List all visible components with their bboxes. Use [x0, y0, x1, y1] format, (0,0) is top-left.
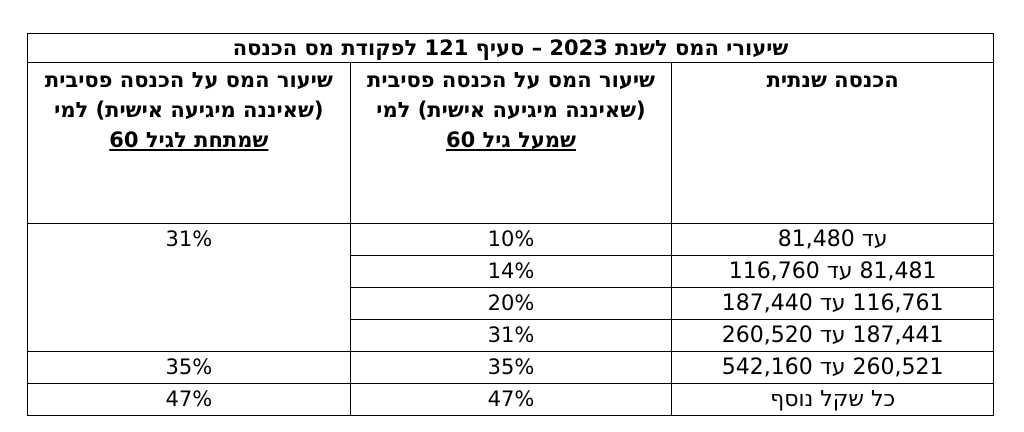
table-row: כל שקל נוסף 47% 47% [27, 383, 994, 416]
rate-under-60: 31% [27, 223, 351, 352]
rate-under-60: 35% [27, 351, 351, 384]
income-bracket: כל שקל נוסף [671, 383, 994, 416]
income-bracket: 187,441 עד 260,520 [671, 319, 994, 352]
header-annual-income: הכנסה שנתית [671, 62, 994, 224]
table-title: שיעורי המס לשנת 2023 – סעיף 121 לפקודת מ… [27, 33, 994, 63]
table-row: 81,481 עד 116,760 14% [28, 255, 994, 288]
rate-over-60: 31% [349, 319, 673, 352]
header-over-60-text: שיעור המס על הכנסה פסיבית (שאיננה מיגיעה… [367, 68, 655, 122]
income-bracket: 81,481 עד 116,760 [671, 255, 994, 288]
header-under-60-text: שיעור המס על הכנסה פסיבית (שאיננה מיגיעה… [44, 68, 333, 122]
rate-under-60: 47% [27, 383, 351, 416]
header-under-60-underlined: שמתחת לגיל 60 [109, 128, 269, 152]
header-rate-under-60: שיעור המס על הכנסה פסיבית (שאיננה מיגיעה… [27, 62, 351, 224]
table-row: עד 81,480 10% 31% [27, 223, 994, 352]
income-bracket: 116,761 עד 187,440 [671, 287, 994, 320]
income-bracket: עד 81,480 [671, 223, 994, 256]
rate-over-60: 10% [349, 223, 673, 256]
rate-over-60: 20% [349, 287, 673, 320]
income-bracket: 260,521 עד 542,160 [671, 351, 994, 384]
header-rate-over-60: שיעור המס על הכנסה פסיבית (שאיננה מיגיעה… [349, 62, 673, 224]
table-row: 260,521 עד 542,160 35% 35% [27, 351, 994, 384]
rate-over-60: 14% [349, 255, 673, 288]
header-over-60-underlined: שמעל גיל 60 [446, 128, 576, 152]
tax-rates-table: שיעורי המס לשנת 2023 – סעיף 121 לפקודת מ… [27, 33, 994, 416]
table-row: 187,441 עד 260,520 31% [28, 319, 994, 352]
table-row: 116,761 עד 187,440 20% [28, 287, 994, 320]
rate-over-60: 47% [349, 383, 673, 416]
rate-over-60: 35% [349, 351, 673, 384]
